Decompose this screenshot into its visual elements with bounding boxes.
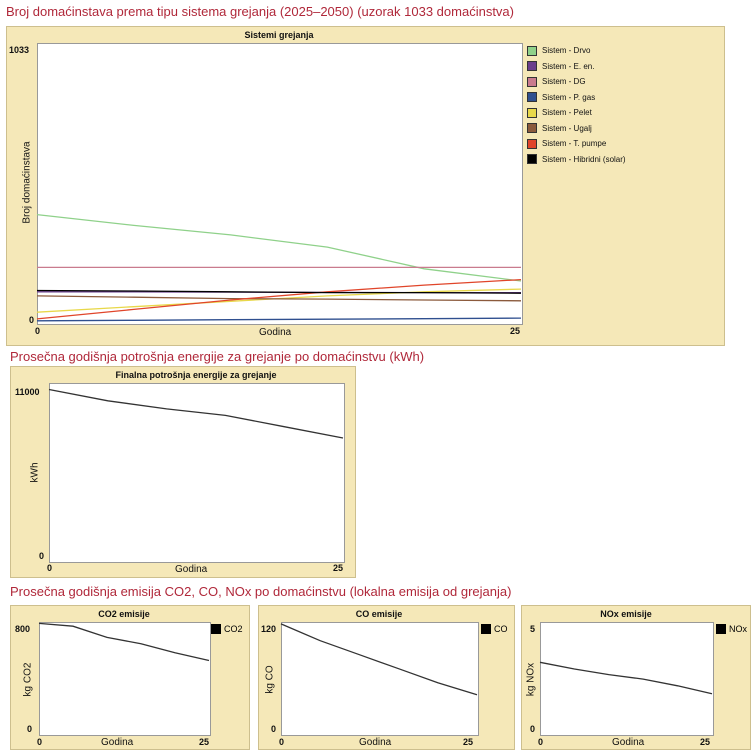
x-tick-max: 25 xyxy=(333,563,344,573)
section-title-heating-systems: Broj domaćinstava prema tipu sistema gre… xyxy=(6,4,514,19)
plot-area xyxy=(540,622,714,736)
heating-systems-lines xyxy=(36,213,522,322)
plot-area xyxy=(281,622,479,736)
legend-swatch xyxy=(716,624,726,634)
series-line-0 xyxy=(539,661,713,695)
y-tick-max: 120 xyxy=(261,624,277,634)
legend-swatch xyxy=(527,123,537,134)
legend-label: NOx xyxy=(729,624,747,634)
series-line-3 xyxy=(36,317,522,322)
legend: NOx xyxy=(716,624,747,634)
y-tick-min: 0 xyxy=(29,315,35,325)
section-title-emissions: Prosečna godišnja emisija CO2, CO, NOx p… xyxy=(10,584,512,599)
y-axis-label: Broj domaćinstava xyxy=(21,141,33,224)
x-tick-min: 0 xyxy=(35,326,41,336)
chart-title: Sistemi grejanja xyxy=(244,30,314,40)
legend: CO xyxy=(481,624,508,634)
chart-panel-nox: NOx emisije 5 0 0 25 Godina kg NOx NOx xyxy=(521,605,751,750)
series-line-6 xyxy=(36,278,522,320)
series-line-0 xyxy=(38,622,210,662)
chart-panel-energy: Finalna potrošnja energije za grejanje 1… xyxy=(10,366,356,578)
legend-swatch xyxy=(527,154,537,165)
chart-panel-heating-systems: Sistemi grejanja 1033 0 0 25 Godina Broj… xyxy=(6,26,725,346)
x-axis-label: Godina xyxy=(259,327,292,338)
legend-item: Sistem - DG xyxy=(527,74,626,90)
chart-title: NOx emisije xyxy=(600,609,652,619)
y-tick-min: 0 xyxy=(271,724,277,734)
legend-swatch xyxy=(211,624,221,634)
legend-label: Sistem - Ugalj xyxy=(542,123,592,133)
series-line-5 xyxy=(36,295,522,302)
series-line-0 xyxy=(36,213,522,282)
series-line-7 xyxy=(36,289,522,294)
y-tick-min: 0 xyxy=(39,551,45,561)
legend-item: Sistem - Ugalj xyxy=(527,121,626,137)
legend-swatch xyxy=(527,92,537,103)
legend-label: Sistem - Drvo xyxy=(542,46,591,56)
co-line xyxy=(280,623,478,696)
chart-title: Finalna potrošnja energije za grejanje xyxy=(115,370,277,380)
x-tick-max: 25 xyxy=(199,737,210,747)
legend-label: Sistem - E. en. xyxy=(542,61,595,71)
legend-item: Sistem - T. pumpe xyxy=(527,136,626,152)
y-axis-label: kg CO xyxy=(264,665,276,694)
x-axis-label: Godina xyxy=(612,737,645,748)
chart-panel-co: CO emisije 120 0 0 25 Godina kg CO CO xyxy=(258,605,515,750)
y-tick-max: 5 xyxy=(530,624,536,634)
x-tick-min: 0 xyxy=(37,737,43,747)
plot-area xyxy=(37,43,523,325)
x-tick-max: 25 xyxy=(463,737,474,747)
x-tick-min: 0 xyxy=(47,563,53,573)
series-line-0 xyxy=(48,388,344,439)
legend-label: Sistem - T. pumpe xyxy=(542,139,607,149)
y-axis-label: kg CO2 xyxy=(22,662,34,697)
y-tick-min: 0 xyxy=(530,724,536,734)
legend-item: Sistem - Drvo xyxy=(527,43,626,59)
x-tick-max: 25 xyxy=(510,326,521,336)
y-tick-max: 1033 xyxy=(9,45,30,55)
y-tick-max: 800 xyxy=(15,624,31,634)
legend-label: CO xyxy=(494,624,508,634)
legend-swatch xyxy=(527,45,537,56)
y-axis-label: kWh xyxy=(29,462,41,483)
legend-swatch xyxy=(527,107,537,118)
legend: CO2 xyxy=(211,624,243,634)
chart-title: CO2 emisije xyxy=(98,609,150,619)
legend-label: Sistem - Hibridni (solar) xyxy=(542,154,626,164)
legend-label: CO2 xyxy=(224,624,243,634)
nox-line xyxy=(539,661,713,695)
legend-item: Sistem - Hibridni (solar) xyxy=(527,152,626,168)
legend-swatch xyxy=(527,138,537,149)
series-line-0 xyxy=(280,623,478,696)
section-title-energy-consumption: Prosečna godišnja potrošnja energije za … xyxy=(10,349,425,364)
y-tick-max: 11000 xyxy=(15,387,40,397)
legend-label: Sistem - DG xyxy=(542,77,586,87)
x-tick-min: 0 xyxy=(279,737,285,747)
legend-swatch xyxy=(527,61,537,72)
chart-title: CO emisije xyxy=(355,609,403,619)
x-tick-max: 25 xyxy=(700,737,711,747)
legend-swatch xyxy=(527,76,537,87)
y-axis-label: kg NOx xyxy=(525,662,537,697)
co2-line xyxy=(38,622,210,662)
legend-swatch xyxy=(481,624,491,634)
chart-panel-co2: CO2 emisije 800 0 0 25 Godina kg CO2 CO2 xyxy=(10,605,250,750)
x-tick-min: 0 xyxy=(538,737,544,747)
x-axis-label: Godina xyxy=(359,737,392,748)
energy-line xyxy=(48,388,344,439)
legend: Sistem - Drvo Sistem - E. en. Sistem - DG S… xyxy=(527,43,626,167)
legend-label: Sistem - P. gas xyxy=(542,92,596,102)
legend-item: Sistem - P. gas xyxy=(527,90,626,106)
x-axis-label: Godina xyxy=(175,564,208,575)
legend-label: Sistem - Pelet xyxy=(542,108,592,118)
legend-item: Sistem - Pelet xyxy=(527,105,626,121)
y-tick-min: 0 xyxy=(27,724,33,734)
x-axis-label: Godina xyxy=(101,737,134,748)
plot-area xyxy=(49,383,345,563)
legend-item: Sistem - E. en. xyxy=(527,59,626,75)
